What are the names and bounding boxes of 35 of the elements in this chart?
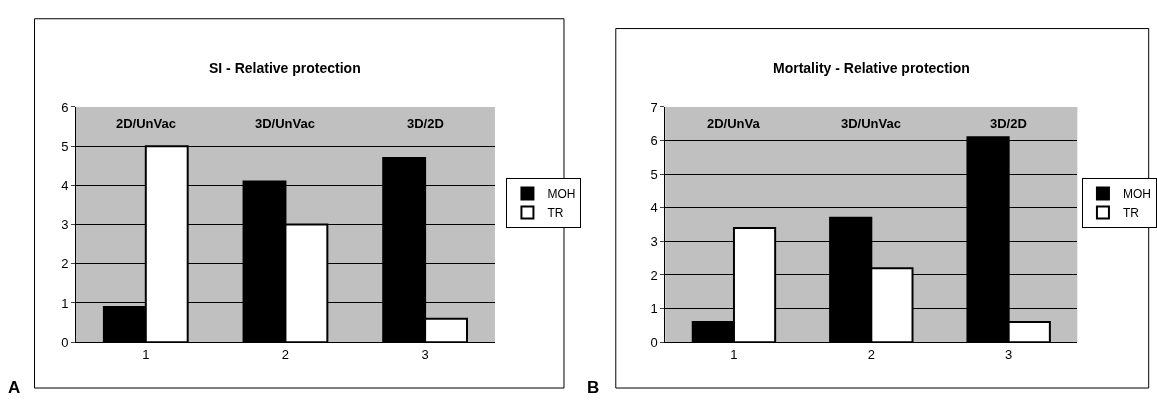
y-tick-label: 5: [650, 166, 658, 182]
y-tick-label: 1: [650, 301, 658, 317]
legend-label: MOH: [1122, 187, 1151, 202]
x-tick-label: 3: [1005, 346, 1013, 362]
y-tick-label: 1: [61, 295, 69, 311]
annotation: 2D/UnVa: [707, 116, 761, 131]
y-tick-label: 2: [650, 267, 658, 283]
y-tick-label: 0: [650, 334, 658, 350]
annotation: 2D/UnVac: [116, 116, 176, 131]
annotation: 3D/UnVac: [841, 116, 901, 131]
chart-title: Mortality - Relative protection: [773, 60, 970, 76]
x-tick-label: 1: [730, 346, 738, 362]
x-tick-label: 2: [867, 346, 875, 362]
annotation: 3D/2D: [990, 116, 1027, 131]
y-tick-label: 4: [61, 177, 69, 193]
text: A: [8, 378, 21, 397]
annotation: 3D/UnVac: [255, 116, 315, 131]
x-tick-label: 3: [421, 346, 429, 362]
y-tick-label: 0: [61, 334, 69, 350]
y-tick-label: 6: [650, 133, 658, 149]
annotation: 3D/2D: [407, 116, 444, 131]
y-tick-label: 6: [61, 99, 69, 115]
text: B: [587, 378, 600, 397]
y-tick-label: 2: [61, 256, 69, 272]
x-tick-label: 2: [281, 346, 290, 362]
legend-label: TR: [1122, 206, 1140, 221]
legend-label: MOH: [547, 187, 576, 202]
legend-label: TR: [547, 206, 564, 221]
y-tick-label: 3: [650, 233, 658, 249]
y-tick-label: 7: [650, 99, 658, 115]
y-tick-label: 5: [61, 138, 69, 154]
y-tick-label: 4: [650, 200, 658, 216]
chart-title: SI - Relative protection: [209, 60, 361, 76]
x-tick-label: 1: [142, 346, 150, 362]
y-tick-label: 3: [61, 217, 69, 233]
